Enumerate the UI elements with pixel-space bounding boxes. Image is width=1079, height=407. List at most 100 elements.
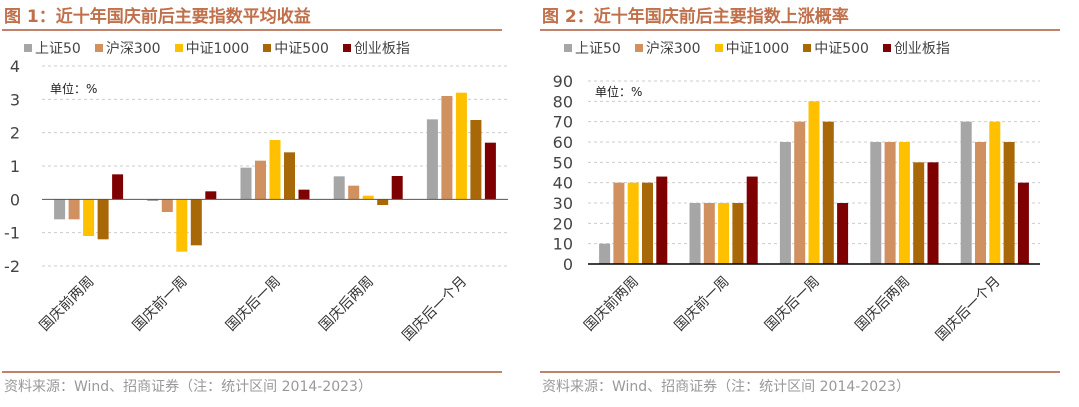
y-tick-label: 30 <box>553 194 573 213</box>
legend-swatch <box>263 44 272 52</box>
legend-label: 创业板指 <box>353 41 410 57</box>
legend-item: 中证1000 <box>714 38 790 58</box>
legend-label: 上证50 <box>575 41 621 57</box>
bar-创业板指 <box>205 191 217 200</box>
y-tick-label: 60 <box>553 133 573 152</box>
legend-swatch <box>714 44 723 52</box>
legend-swatch <box>342 44 351 52</box>
legend-label: 中证500 <box>274 41 329 57</box>
legend: 上证50 沪深300 中证1000 中证500 创业板指 <box>24 38 410 58</box>
bar-沪深300 <box>255 160 266 200</box>
chart-title: 图 2：近十年国庆前后主要指数上涨概率 <box>542 7 849 27</box>
legend-swatch <box>634 44 643 52</box>
y-tick-label: 0 <box>563 255 573 274</box>
legend-swatch <box>174 44 183 52</box>
bar-中证500 <box>642 182 653 264</box>
bottom-divider <box>2 371 502 373</box>
title-divider <box>540 29 1060 31</box>
y-tick-label: -1 <box>4 224 20 243</box>
x-tick-label: 国庆后两周 <box>852 274 913 335</box>
y-tick-label: -2 <box>4 257 20 276</box>
bar-中证1000 <box>627 182 639 264</box>
y-tick-label: 50 <box>553 153 573 172</box>
x-tick-label: 国庆后一周 <box>762 274 823 335</box>
x-tick-label: 国庆前两周 <box>36 273 98 335</box>
bar-中证1000 <box>989 121 1001 265</box>
y-tick-label: 4 <box>10 57 20 76</box>
legend-item: 上证50 <box>24 38 81 58</box>
bar-创业板指 <box>484 142 496 200</box>
bar-中证500 <box>284 152 295 200</box>
bar-中证1000 <box>83 199 95 236</box>
legend-label: 中证1000 <box>725 41 790 57</box>
bar-沪深300 <box>161 199 173 212</box>
bar-沪深300 <box>441 96 453 200</box>
bar-沪深300 <box>348 185 360 200</box>
source-note: 资料来源：Wind、招商证券（注：统计区间 2014-2023） <box>4 379 372 395</box>
title-divider <box>2 29 502 31</box>
bar-中证500 <box>377 199 389 205</box>
y-tick-label: 0 <box>10 190 20 209</box>
y-tick-label: 1 <box>10 157 20 176</box>
bar-创业板指 <box>927 162 939 264</box>
bar-中证1000 <box>176 199 188 252</box>
bar-中证1000 <box>808 101 820 264</box>
bar-中证500 <box>190 199 202 246</box>
bar-中证500 <box>97 199 109 240</box>
legend-item: 上证50 <box>564 38 621 58</box>
bar-中证500 <box>732 203 744 264</box>
chart-panel-2: 图 2：近十年国庆前后主要指数上涨概率 上证50 沪深300 中证1000 中证… <box>538 0 1079 407</box>
chart-panel-1: 图 1：近十年国庆前后主要指数平均收益 上证50 沪深300 中证1000 中证… <box>0 0 535 407</box>
y-tick-label: 40 <box>553 174 573 193</box>
legend-item: 中证500 <box>263 38 329 58</box>
y-tick-label: 70 <box>553 113 573 132</box>
y-tick-label: 80 <box>553 92 573 111</box>
bar-中证500 <box>822 121 834 265</box>
legend-label: 中证500 <box>814 41 869 57</box>
bar-沪深300 <box>884 142 896 264</box>
legend-swatch <box>94 44 103 52</box>
bar-沪深300 <box>68 199 80 220</box>
x-tick-label: 国庆后一周 <box>223 274 284 335</box>
bar-创业板指 <box>298 189 310 200</box>
bar-上证50 <box>147 199 159 201</box>
bar-上证50 <box>689 203 701 264</box>
bar-上证50 <box>870 142 882 264</box>
bar-中证1000 <box>362 195 374 200</box>
bar-创业板指 <box>112 174 124 200</box>
legend-label: 上证50 <box>35 41 81 57</box>
bar-中证1000 <box>455 92 467 200</box>
legend-item: 沪深300 <box>634 38 701 58</box>
bar-上证50 <box>779 142 791 264</box>
bar-上证50 <box>54 199 66 220</box>
bar-上证50 <box>599 243 611 264</box>
bar-创业板指 <box>1017 182 1029 264</box>
bar-创业板指 <box>656 176 668 264</box>
x-tick-label: 国庆后两周 <box>316 274 377 335</box>
y-tick-label: 2 <box>10 124 20 143</box>
bar-chart: -2 -1 0 1 2 3 4 国庆前两周 国庆前一周 国庆后一周 国庆后两周 国庆后一个月 <box>4 57 508 344</box>
legend-item: 创业板指 <box>342 38 410 58</box>
legend-item: 中证500 <box>803 38 869 58</box>
x-tick-label: 国庆前两周 <box>581 273 643 335</box>
unit-label: 单位：% <box>50 82 98 96</box>
bar-中证500 <box>1003 142 1015 264</box>
bar-中证1000 <box>718 203 730 264</box>
bar-沪深300 <box>703 203 715 264</box>
bar-中证1000 <box>898 142 910 264</box>
bottom-divider <box>540 371 1060 373</box>
bar-沪深300 <box>613 182 625 264</box>
legend-item: 沪深300 <box>94 38 161 58</box>
bar-上证50 <box>240 167 252 200</box>
bar-上证50 <box>333 176 345 200</box>
chart-title: 图 1：近十年国庆前后主要指数平均收益 <box>4 7 311 27</box>
bar-创业板指 <box>746 176 758 264</box>
bar-创业板指 <box>837 203 849 264</box>
legend: 上证50 沪深300 中证1000 中证500 创业板指 <box>564 38 950 58</box>
source-note: 资料来源：Wind、招商证券（注：统计区间 2014-2023） <box>542 379 910 395</box>
legend-item: 中证1000 <box>174 38 249 58</box>
legend-swatch <box>803 44 812 52</box>
y-tick-label: 20 <box>553 214 573 233</box>
x-tick-label: 国庆后一个月 <box>933 274 1004 345</box>
x-tick-label: 国庆前一周 <box>129 273 191 335</box>
